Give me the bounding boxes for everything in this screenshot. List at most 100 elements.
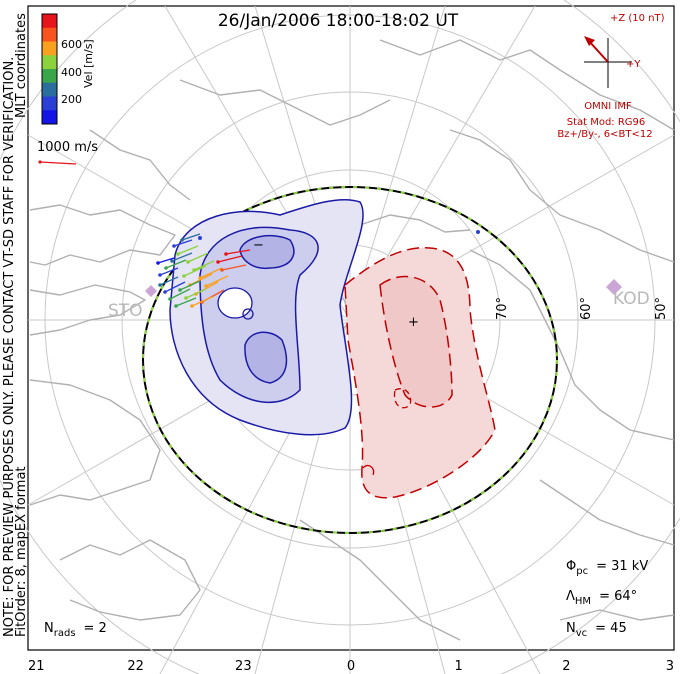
svg-text:Φpc= 31 kV: Φpc = 31 kV xyxy=(566,559,648,577)
velocity-vector-origin xyxy=(190,304,194,308)
velocity-vector-origin xyxy=(163,290,167,294)
plot-frame xyxy=(27,5,675,651)
velocity-vector xyxy=(165,259,187,269)
velocity-vector-origin xyxy=(164,266,168,270)
velocity-vector-origin xyxy=(224,252,228,256)
station-sto: STO xyxy=(108,285,157,321)
velocity-vector xyxy=(187,252,209,263)
svg-text:Nrads= 2: Nrads = 2 xyxy=(44,621,107,639)
velocity-vector-origin xyxy=(174,304,178,308)
station-label-kod: KOD xyxy=(613,289,650,309)
velocity-vector xyxy=(181,233,201,241)
velocity-vector xyxy=(193,260,215,271)
velocity-vector-origin xyxy=(176,252,180,256)
svg-text:ΛHM= 64°: ΛHM = 64° xyxy=(566,589,637,607)
imf-model: Stat Mod: RG96 xyxy=(567,117,646,128)
stat-n-rads: Nrads = 2 xyxy=(44,621,107,639)
colorbar-tick-400: 400 xyxy=(61,66,82,79)
velocity-vector xyxy=(157,257,175,264)
imf-dial xyxy=(584,36,632,88)
station-kod: KOD xyxy=(606,279,650,309)
imf-z-label: +Z (10 nT) xyxy=(610,13,665,24)
velocity-vector-origin xyxy=(186,260,190,264)
imf-y-label: +Y xyxy=(626,59,641,70)
fit-order-note: FitOrder: 8, mapEX format xyxy=(14,466,29,637)
mlt-tick-label: 2 xyxy=(562,659,570,674)
vector-scale-label: 1000 m/s xyxy=(37,140,98,155)
velocity-vector-origin xyxy=(158,273,162,277)
velocity-vector-origin xyxy=(204,284,208,288)
vector-scale-arrow xyxy=(38,160,77,165)
mlt-axis: 21 22 23 0 1 2 3 xyxy=(28,659,674,674)
colorbar-segment xyxy=(42,110,57,125)
velocity-vector-origin xyxy=(216,260,220,264)
velocity-vector-origin xyxy=(192,268,196,272)
velocity-vector xyxy=(159,276,179,286)
velocity-vector-origin xyxy=(182,274,186,278)
velocity-vector-origin xyxy=(198,276,202,280)
velocity-vector xyxy=(177,245,199,255)
station-label-sto: STO xyxy=(108,301,143,321)
colorbar-segment xyxy=(42,69,57,84)
latitude-label-70: 70° xyxy=(495,297,510,320)
velocity-vector-origin xyxy=(198,236,202,240)
velocity-vector xyxy=(199,267,223,279)
velocity-vector xyxy=(169,288,191,300)
colorbar-tick-600: 600 xyxy=(61,38,82,51)
velocity-vector-origin xyxy=(178,288,182,292)
velocity-vectors xyxy=(156,230,480,308)
colorbar-segment xyxy=(42,41,57,56)
velocity-vector xyxy=(185,288,207,299)
velocity-colorbar xyxy=(41,13,58,125)
mlt-tick-label: 1 xyxy=(455,659,463,674)
potential-max-marker: + xyxy=(408,315,419,330)
colorbar-segment xyxy=(42,55,57,70)
dawn-convection-cell xyxy=(344,247,496,499)
latitude-label-50: 50° xyxy=(654,297,669,320)
velocity-vector xyxy=(179,280,201,291)
colorbar-tick-200: 200 xyxy=(61,93,82,106)
velocity-vector xyxy=(173,239,193,247)
dusk-convection-cell xyxy=(169,198,364,436)
colorbar-segment xyxy=(42,96,57,111)
velocity-vector-origin xyxy=(180,238,184,242)
imf-source: OMNI IMF xyxy=(584,101,632,112)
svg-text:Nvc= 45: Nvc = 45 xyxy=(566,621,627,639)
mlt-tick-label: 23 xyxy=(235,659,252,674)
velocity-vector xyxy=(159,267,179,276)
velocity-vector xyxy=(205,275,229,287)
potential-min-marker: − xyxy=(253,238,264,253)
velocity-vector-origin xyxy=(184,296,188,300)
mlt-tick-label: 3 xyxy=(666,659,674,674)
colorbar-frame xyxy=(41,13,58,125)
colorbar-label: Vel [m/s] xyxy=(82,39,95,88)
velocity-vector-origin xyxy=(220,268,224,272)
velocity-vector xyxy=(225,249,251,255)
stat-lambda-hm: ΛHM = 64° xyxy=(566,589,637,607)
mlt-tick-label: 0 xyxy=(347,659,355,674)
velocity-vector-origin xyxy=(172,244,176,248)
coordinates-label: MLT coordinates xyxy=(14,13,29,118)
hm-boundary xyxy=(142,186,558,534)
velocity-vector-origin xyxy=(158,283,162,287)
velocity-vector-origin xyxy=(476,230,480,234)
preview-note: NOTE: FOR PREVIEW PURPOSES ONLY. PLEASE … xyxy=(2,57,17,637)
velocity-vector xyxy=(164,281,186,293)
velocity-vector-origin xyxy=(170,259,174,263)
velocity-vector xyxy=(217,255,243,263)
velocity-vector xyxy=(175,297,197,307)
colorbar-segment xyxy=(42,27,57,42)
velocity-vector-origin xyxy=(156,261,160,265)
mlt-tick-label: 21 xyxy=(28,659,45,674)
velocity-vector xyxy=(221,264,247,271)
velocity-vector xyxy=(171,252,193,262)
imf-condition: Bz+/By-, 6<BT<12 xyxy=(557,129,652,140)
stat-n-vc: Nvc = 45 xyxy=(566,621,627,639)
colorbar-segment xyxy=(42,14,57,29)
velocity-vector-origin xyxy=(168,297,172,301)
colorbar-segment xyxy=(42,82,57,97)
mlt-tick-label: 22 xyxy=(127,659,144,674)
stat-phi-pc: Φpc = 31 kV xyxy=(566,559,648,577)
map-title: 26/Jan/2006 18:00-18:02 UT xyxy=(218,11,459,31)
